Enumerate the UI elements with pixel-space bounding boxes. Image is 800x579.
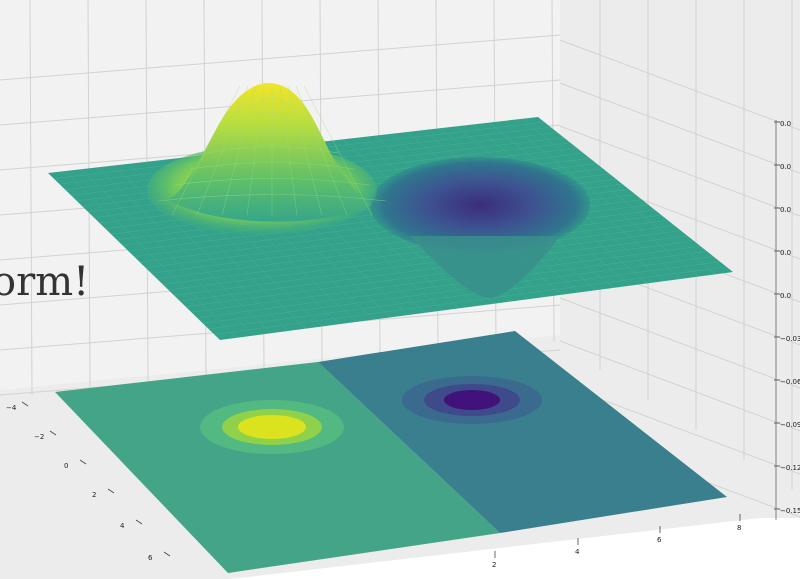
grid-line	[559, 297, 800, 389]
x-tick-label: −4	[6, 404, 17, 412]
z-tick-label: −0.094	[780, 421, 800, 429]
peak-mesh-line	[171, 85, 241, 216]
z-tick-label: −0.03	[780, 335, 800, 343]
mesh-line	[197, 251, 708, 318]
z-tick-label: 0.0	[780, 249, 791, 257]
peak-mesh-line	[196, 85, 249, 216]
peak-mesh-line	[279, 85, 298, 216]
peak-mesh-line	[221, 85, 257, 216]
x-axis-ticks: −4 −2 0 2 4 6	[6, 401, 171, 562]
x-tick-label: 6	[148, 554, 153, 562]
y-axis-ticks: 2 4 6 8	[492, 514, 741, 569]
mesh-line	[214, 266, 727, 335]
peak-mesh-line	[246, 85, 265, 216]
x-tick-mark	[135, 519, 143, 525]
peak-mesh-line	[287, 85, 323, 216]
x-tick-label: −2	[34, 433, 44, 441]
z-axis-ticks: 0.0 0.0 0.0 0.0 0.0 −0.03 −0.06 −0.094 −0.122 −0.…	[774, 120, 800, 520]
y-tick-label: 8	[737, 524, 741, 532]
x-tick-label: 4	[120, 522, 125, 530]
z-tick-label: 0.0	[780, 120, 791, 128]
grid-line	[559, 39, 800, 131]
mesh-line	[505, 120, 699, 277]
mesh-line	[521, 118, 717, 275]
x-tick-mark	[49, 430, 57, 436]
x-tick-label: 0	[64, 462, 68, 470]
mesh-line	[202, 256, 714, 324]
y-tick-label: 6	[657, 536, 662, 544]
overlay-text: orm!	[0, 259, 89, 305]
grid-line	[559, 82, 800, 174]
x-tick-mark	[21, 401, 29, 407]
peak-contour-3	[238, 415, 306, 439]
mesh-line	[208, 261, 721, 330]
peak-mesh	[157, 85, 387, 216]
peak-mesh-line	[295, 85, 348, 216]
trough-contour-3	[444, 390, 500, 410]
trough-skirt	[410, 236, 560, 299]
y-tick-label: 4	[575, 548, 580, 556]
peak-mesh-line	[303, 85, 373, 216]
trough-depression	[370, 157, 590, 253]
x-tick-mark	[79, 459, 87, 465]
z-tick-label: −0.06	[780, 378, 800, 386]
y-tick-label: 2	[492, 561, 496, 569]
grid-line	[0, 34, 561, 81]
x-tick-label: 2	[92, 491, 96, 499]
x-tick-mark	[107, 488, 115, 494]
z-tick-label: 0.0	[780, 163, 791, 171]
grid-line	[559, 125, 800, 217]
contour-plane	[55, 331, 727, 573]
peak-hump	[168, 83, 372, 222]
z-tick-label: 0.0	[780, 292, 791, 300]
contour-left-region	[55, 362, 500, 573]
surface	[48, 83, 733, 340]
x-tick-mark	[163, 551, 171, 557]
mesh-line	[191, 245, 701, 313]
grid-line	[559, 340, 800, 432]
z-tick-label: −0.122	[780, 464, 800, 472]
contour-right-region	[318, 331, 727, 533]
grid-line	[29, 0, 33, 396]
z-tick-label: −0.150	[780, 507, 800, 515]
z-tick-label: 0.0	[780, 206, 791, 214]
